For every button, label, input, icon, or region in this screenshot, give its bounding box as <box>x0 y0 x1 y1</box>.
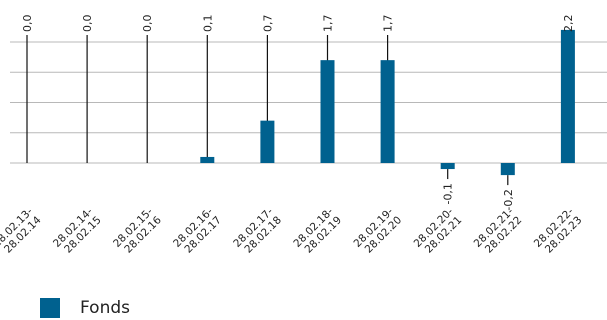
value-label: 1,7 <box>322 15 335 33</box>
category-label: 28.02.22-28.02.23 <box>532 205 585 258</box>
value-label: 0,0 <box>141 15 154 33</box>
bar <box>560 29 575 164</box>
bar <box>320 60 335 163</box>
category-label: 28.02.15-28.02.16 <box>111 205 164 258</box>
grid-lines <box>10 41 607 164</box>
bars <box>200 29 575 176</box>
category-label: 28.02.21-28.02.22 <box>472 205 525 258</box>
value-label: 2,2 <box>562 15 575 33</box>
category-label: 28.02.20-28.02.21 <box>412 205 465 258</box>
bar <box>200 156 215 163</box>
category-label: 28.02.16-28.02.17 <box>171 205 224 258</box>
category-labels: 28.02.13-28.02.14 28.02.14-28.02.15 28.02.… <box>0 205 585 258</box>
bar <box>380 60 395 163</box>
value-label: 1,7 <box>382 15 395 33</box>
category-label: 28.02.13-28.02.14 <box>0 205 44 258</box>
category-label: 28.02.17-28.02.18 <box>231 205 284 258</box>
value-label: -0,1 <box>442 183 455 204</box>
bar <box>260 120 275 163</box>
value-label: 0,0 <box>21 15 34 33</box>
value-label: 0,7 <box>261 15 274 33</box>
bar <box>440 163 455 170</box>
legend-label: Fonds <box>80 298 130 318</box>
value-label: 0,1 <box>201 15 214 33</box>
value-label: 0,0 <box>81 15 94 33</box>
category-label: 28.02.18-28.02.19 <box>291 205 344 258</box>
category-label: 28.02.14-28.02.15 <box>51 205 104 258</box>
value-labels: 0,0 0,0 0,0 0,1 0,7 1,7 1,7 -0,1 -0,2 2,2 <box>21 15 575 211</box>
legend-swatch <box>40 298 60 318</box>
value-label: -0,2 <box>502 189 515 210</box>
bar <box>500 163 515 176</box>
category-label: 28.02.19-28.02.20 <box>351 205 404 258</box>
legend: Fonds <box>40 298 130 318</box>
